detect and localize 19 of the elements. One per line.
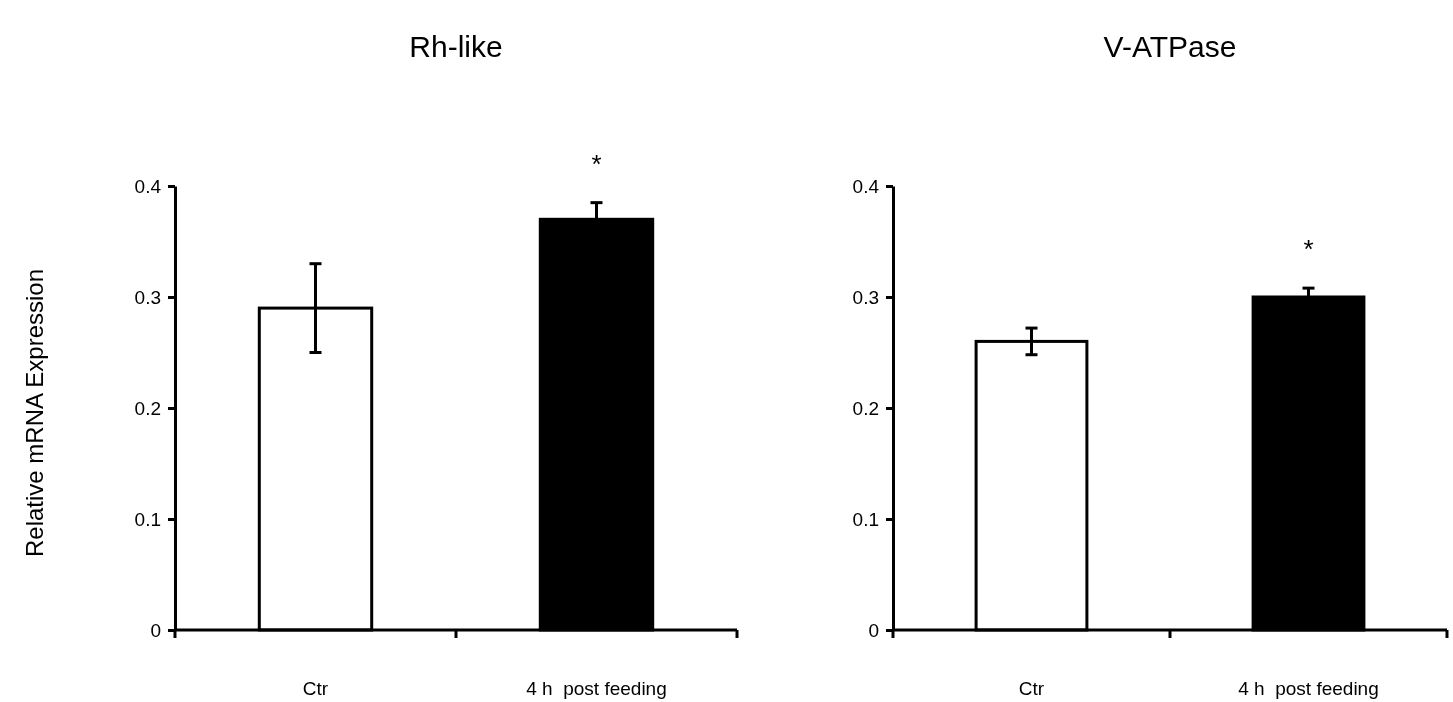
y-tick-label: 0.3: [134, 286, 161, 308]
x-tick-label: 4 h post feeding: [526, 678, 667, 699]
y-tick-label: 0.2: [852, 397, 879, 419]
text: *: [591, 148, 602, 179]
y-tick-label: 0.1: [852, 508, 879, 530]
y-axis-title: Relative mRNA Expression: [21, 268, 48, 558]
x-tick-label: Ctr: [1018, 678, 1045, 699]
chart-title: Rh-like: [409, 30, 503, 63]
x-tick-label: 4 h post feeding: [1238, 678, 1379, 699]
x-tick-label: Ctr: [302, 678, 329, 699]
y-tick-label: 0: [150, 619, 161, 641]
chart-title: V-ATPase: [1103, 30, 1237, 63]
annotation: *: [1303, 234, 1314, 265]
y-tick-label: 0.4: [852, 175, 880, 197]
y-tick-label: 0.2: [134, 397, 161, 419]
y-tick-label: 0.1: [134, 508, 161, 530]
y-tick-label: 0.3: [852, 286, 879, 308]
y-tick-label: 0: [868, 619, 879, 641]
y-tick-label: 0.4: [134, 175, 162, 197]
